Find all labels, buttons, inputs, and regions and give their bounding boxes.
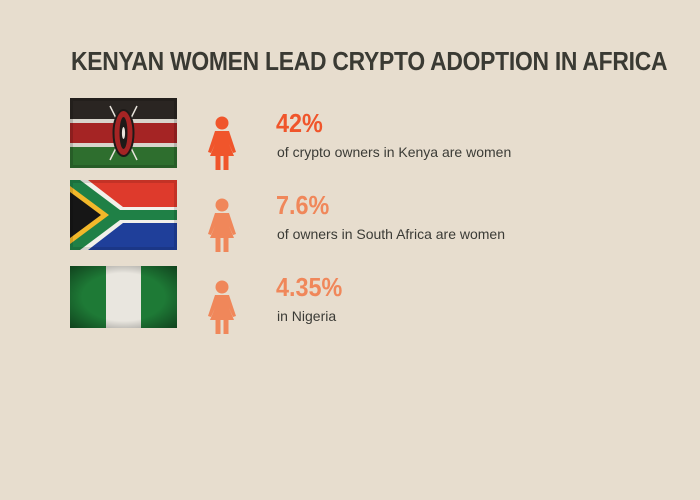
stat-description: of owners in South Africa are women: [277, 226, 506, 242]
south-africa-flag: [70, 180, 177, 250]
nigeria-flag: [70, 266, 177, 328]
stat-value: 42%: [276, 108, 323, 138]
kenya-flag: [70, 98, 177, 168]
woman-icon: [203, 116, 241, 170]
woman-icon: [203, 198, 241, 252]
stat-row-south-africa: 7.6% of owners in South Africa are women: [0, 180, 700, 252]
stat-value: 4.35%: [276, 272, 343, 302]
woman-icon: [203, 280, 241, 334]
stat-row-nigeria: 4.35% in Nigeria: [0, 262, 700, 334]
stat-description: of crypto owners in Kenya are women: [277, 144, 512, 160]
stat-description: in Nigeria: [277, 308, 337, 324]
stat-value: 7.6%: [276, 190, 330, 220]
stat-row-kenya: 42% of crypto owners in Kenya are women: [0, 98, 700, 170]
page-title: KENYAN WOMEN LEAD CRYPTO ADOPTION IN AFR…: [71, 46, 668, 76]
